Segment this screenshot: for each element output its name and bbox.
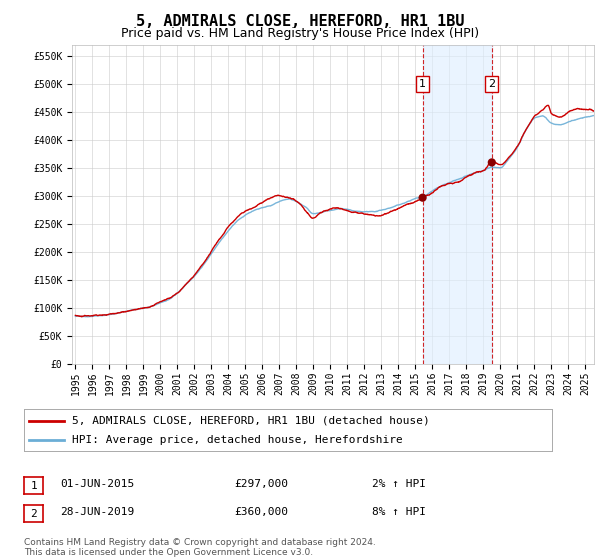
Text: 2: 2 bbox=[30, 508, 37, 519]
Bar bbox=[422, 45, 492, 364]
Text: 2% ↑ HPI: 2% ↑ HPI bbox=[372, 479, 426, 489]
Text: 01-JUN-2015: 01-JUN-2015 bbox=[60, 479, 134, 489]
Text: £297,000: £297,000 bbox=[234, 479, 288, 489]
Text: 2: 2 bbox=[488, 79, 496, 89]
Text: Contains HM Land Registry data © Crown copyright and database right 2024.
This d: Contains HM Land Registry data © Crown c… bbox=[24, 538, 376, 557]
Point bbox=[418, 193, 427, 202]
Text: 1: 1 bbox=[30, 480, 37, 491]
Text: HPI: Average price, detached house, Herefordshire: HPI: Average price, detached house, Here… bbox=[71, 435, 402, 445]
Text: 28-JUN-2019: 28-JUN-2019 bbox=[60, 507, 134, 517]
Text: 8% ↑ HPI: 8% ↑ HPI bbox=[372, 507, 426, 517]
Text: 5, ADMIRALS CLOSE, HEREFORD, HR1 1BU (detached house): 5, ADMIRALS CLOSE, HEREFORD, HR1 1BU (de… bbox=[71, 416, 429, 426]
Text: 1: 1 bbox=[419, 79, 426, 89]
Text: Price paid vs. HM Land Registry's House Price Index (HPI): Price paid vs. HM Land Registry's House … bbox=[121, 27, 479, 40]
Point bbox=[487, 158, 497, 167]
Text: 5, ADMIRALS CLOSE, HEREFORD, HR1 1BU: 5, ADMIRALS CLOSE, HEREFORD, HR1 1BU bbox=[136, 14, 464, 29]
Text: £360,000: £360,000 bbox=[234, 507, 288, 517]
